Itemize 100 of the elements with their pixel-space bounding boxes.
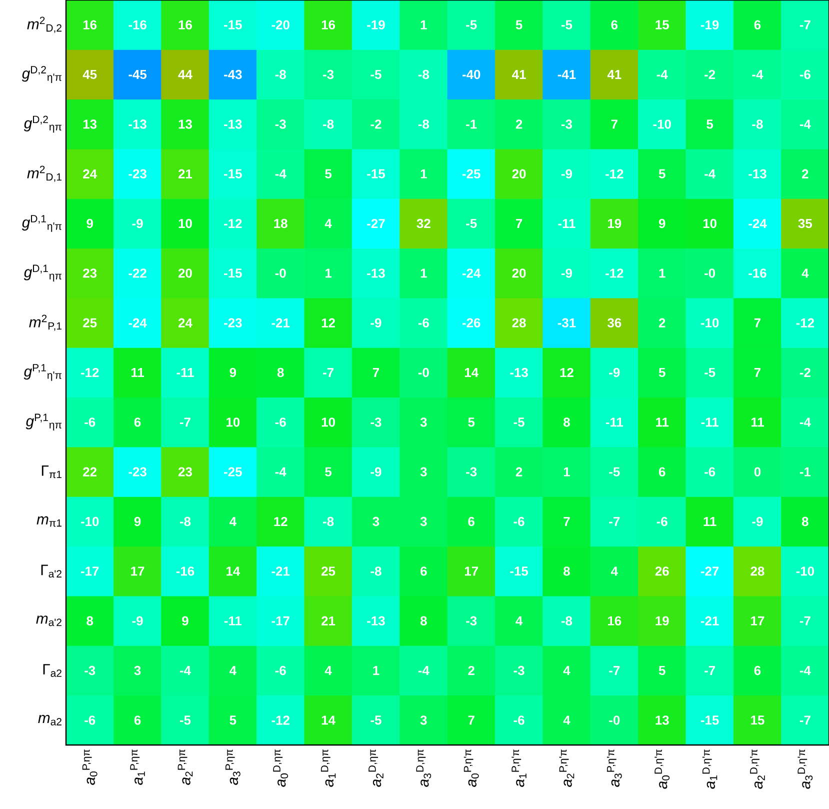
data-label: 3 — [420, 418, 427, 427]
y-tick-label: m$^{2}$D,2 — [27, 16, 62, 33]
data-label: 6 — [754, 20, 761, 30]
data-label: 7 — [516, 219, 522, 228]
data-label: -2 — [800, 368, 810, 378]
data-label: -9 — [370, 467, 382, 476]
data-label: -6 — [800, 70, 810, 80]
data-label: 10 — [226, 418, 240, 427]
data-label: -20 — [272, 20, 290, 30]
data-label: -24 — [462, 268, 481, 278]
data-label: 5 — [658, 368, 666, 378]
data-label: -13 — [510, 368, 528, 378]
data-label: -5 — [370, 70, 382, 80]
data-label: 8 — [277, 368, 284, 378]
data-label: -5 — [180, 716, 191, 725]
y-tick-label: g$^{P,1}$η'π — [24, 364, 62, 381]
data-label: -23 — [128, 467, 146, 476]
data-label: 41 — [512, 70, 526, 79]
data-label: 2 — [516, 120, 522, 129]
data-label: 12 — [560, 368, 574, 378]
data-label: -12 — [80, 368, 99, 378]
data-label: 16 — [322, 20, 336, 30]
y-tick-label: m$_{a'2}$ — [36, 616, 62, 626]
data-label: 28 — [512, 318, 526, 328]
x-tick-label: a$_{3}$D,ηπ — [416, 749, 432, 787]
data-label: 0 — [754, 467, 761, 476]
data-label: -2 — [704, 70, 716, 80]
data-label: -4 — [180, 666, 191, 675]
data-label: -19 — [367, 20, 385, 30]
data-label: -13 — [367, 616, 385, 626]
data-label: -16 — [748, 268, 766, 278]
data-label: 6 — [754, 666, 761, 676]
data-label: -9 — [752, 516, 763, 526]
data-label: 15 — [751, 716, 764, 725]
y-tick-label: g$^{D,2}$η'π — [22, 66, 62, 83]
data-label: 4 — [230, 517, 236, 526]
data-label: -6 — [418, 318, 429, 328]
data-label: -7 — [180, 418, 190, 427]
data-label: 17 — [751, 616, 764, 626]
data-label: -15 — [700, 716, 719, 725]
data-label: 16 — [178, 20, 192, 30]
data-label: 2 — [516, 467, 522, 476]
data-label: 5 — [658, 666, 666, 676]
data-label: -40 — [462, 70, 480, 80]
data-label: 19 — [656, 616, 669, 626]
data-label: 45 — [82, 70, 97, 80]
data-label: 3 — [420, 716, 427, 725]
data-label: 1 — [659, 268, 666, 278]
data-label: -12 — [272, 716, 290, 725]
data-label: -9 — [132, 616, 143, 626]
data-label: -6 — [275, 418, 286, 427]
data-label: -16 — [128, 20, 146, 30]
data-label: -26 — [462, 318, 480, 328]
data-label: 6 — [611, 20, 618, 30]
data-label: -5 — [514, 418, 524, 427]
data-label: 3 — [420, 516, 427, 526]
data-label: -13 — [224, 120, 242, 129]
data-label: -15 — [224, 169, 242, 178]
data-label: -11 — [224, 616, 242, 626]
data-label: -11 — [606, 418, 624, 427]
data-label: 12 — [322, 318, 335, 328]
data-label: -1 — [800, 467, 811, 476]
data-label: 7 — [468, 716, 474, 725]
x-tick-label: a$_{1}$P,η'π — [512, 749, 526, 787]
data-label: 1 — [420, 169, 427, 178]
y-tick-label: g$^{P,1}$ηπ — [26, 414, 62, 431]
data-label: -1 — [466, 120, 477, 129]
data-label: -13 — [367, 268, 385, 278]
x-tick-label: a$_{0}$D,ηπ — [273, 749, 288, 787]
data-label: 23 — [178, 467, 192, 476]
data-label: -9 — [370, 318, 382, 328]
data-label: 2 — [802, 169, 808, 178]
data-label: -3 — [514, 666, 524, 676]
data-label: -7 — [704, 666, 715, 675]
data-label: -5 — [561, 20, 572, 30]
data-label: -6 — [514, 716, 524, 725]
data-label: -23 — [224, 318, 242, 328]
y-tick-label: g$^{D,2}$ηπ — [24, 116, 62, 133]
data-label: -24 — [748, 218, 767, 228]
x-tick-label: a$_{3}$D,η'π — [798, 749, 813, 789]
data-label: -4 — [656, 70, 668, 79]
data-label: -6 — [275, 666, 286, 676]
data-label: 24 — [83, 169, 97, 178]
data-label: 8 — [86, 616, 94, 626]
data-label: 1 — [420, 268, 427, 278]
data-label: -6 — [84, 716, 96, 725]
x-tick-label: a$_{3}$P,η'π — [606, 749, 622, 787]
data-label: 44 — [178, 70, 192, 79]
data-label: -12 — [796, 318, 814, 328]
data-label: 11 — [704, 517, 716, 526]
data-label: -12 — [224, 218, 242, 228]
data-label: 9 — [658, 218, 666, 228]
data-label: 4 — [324, 666, 332, 675]
data-label: 7 — [372, 368, 380, 377]
data-label: -11 — [558, 219, 576, 228]
data-label: -45 — [128, 70, 147, 80]
x-tick-label: a$_{3}$P,ηπ — [225, 749, 240, 785]
data-label: 4 — [563, 716, 570, 725]
data-label: -8 — [752, 120, 763, 129]
data-label: -11 — [701, 418, 718, 427]
